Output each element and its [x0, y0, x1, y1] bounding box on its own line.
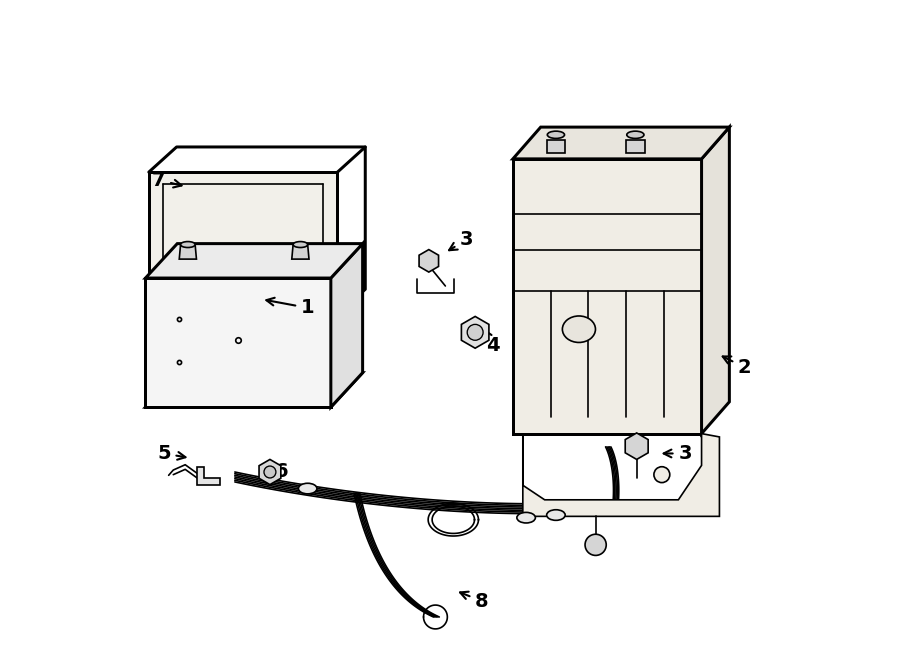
Ellipse shape [562, 316, 596, 342]
Text: 3: 3 [449, 230, 473, 250]
Text: 4: 4 [484, 330, 500, 355]
Polygon shape [292, 244, 309, 259]
Bar [626, 140, 644, 154]
Circle shape [264, 466, 276, 478]
Circle shape [467, 324, 483, 340]
Polygon shape [146, 373, 363, 407]
Text: 5: 5 [158, 444, 185, 463]
Bar [546, 140, 565, 154]
Text: 3: 3 [663, 444, 692, 463]
Polygon shape [513, 159, 702, 434]
Circle shape [654, 467, 670, 483]
Text: 2: 2 [723, 356, 752, 377]
Ellipse shape [626, 131, 644, 138]
Text: 1: 1 [266, 298, 314, 317]
Polygon shape [702, 127, 729, 434]
Polygon shape [146, 244, 363, 278]
Text: 7: 7 [152, 171, 182, 189]
Polygon shape [513, 127, 729, 159]
Text: 6: 6 [266, 462, 288, 481]
Polygon shape [179, 244, 196, 259]
Circle shape [585, 534, 607, 555]
Polygon shape [148, 172, 338, 314]
Polygon shape [146, 278, 331, 407]
Polygon shape [331, 244, 363, 407]
Polygon shape [197, 467, 220, 485]
Ellipse shape [547, 131, 564, 138]
Text: 8: 8 [460, 592, 489, 610]
Ellipse shape [517, 512, 535, 523]
Polygon shape [523, 434, 719, 516]
Ellipse shape [181, 242, 195, 248]
Ellipse shape [299, 483, 317, 494]
Ellipse shape [546, 510, 565, 520]
Ellipse shape [293, 242, 308, 248]
